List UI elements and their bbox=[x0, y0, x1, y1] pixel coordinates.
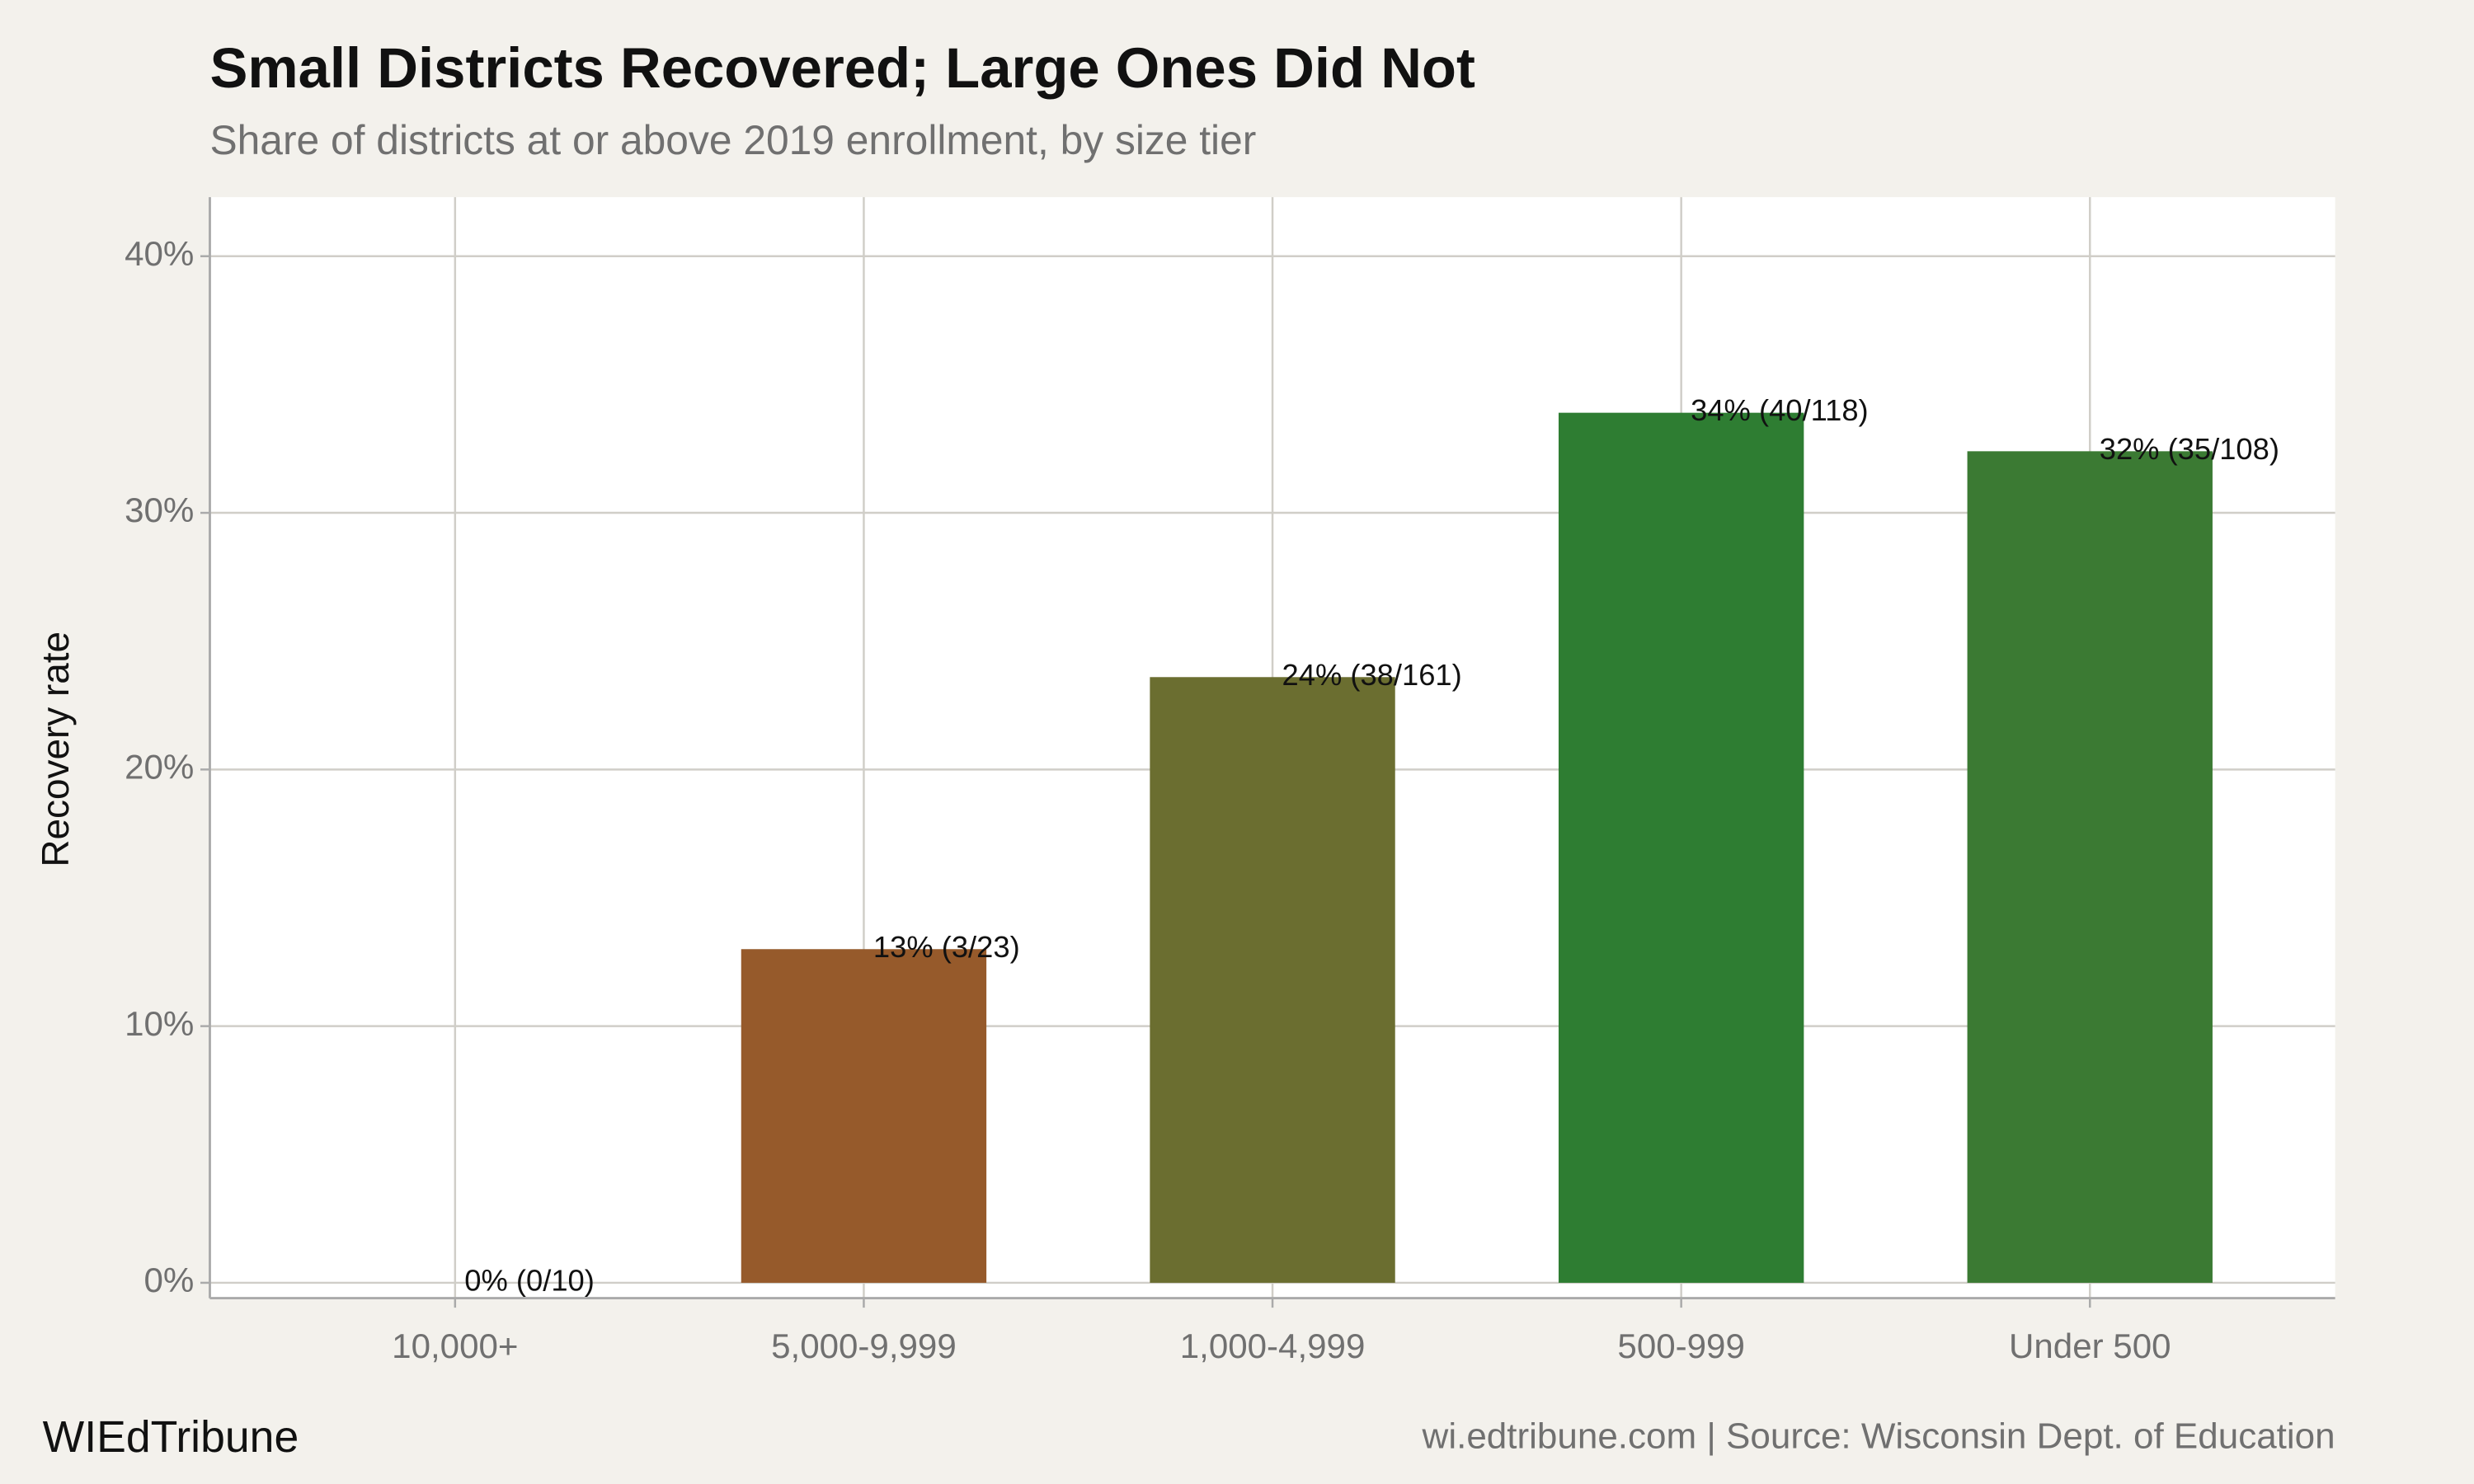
y-tick-label: 40% bbox=[125, 234, 194, 273]
y-tick-label: 20% bbox=[125, 747, 194, 786]
y-axis-label: Recovery rate bbox=[34, 632, 77, 867]
value-label: 13% (3/23) bbox=[873, 930, 1020, 964]
bar bbox=[1967, 451, 2213, 1283]
x-tick-label: 5,000-9,999 bbox=[771, 1327, 957, 1365]
value-label: 32% (35/108) bbox=[2100, 432, 2279, 466]
y-tick-label: 10% bbox=[125, 1004, 194, 1043]
value-label: 0% (0/10) bbox=[464, 1264, 595, 1298]
source-note: wi.edtribune.com | Source: Wisconsin Dep… bbox=[1422, 1416, 2335, 1457]
bar bbox=[1558, 412, 1804, 1283]
x-tick-label: 10,000+ bbox=[392, 1327, 518, 1365]
value-label: 24% (38/161) bbox=[1282, 658, 1462, 692]
chart-subtitle: Share of districts at or above 2019 enro… bbox=[209, 117, 1256, 163]
value-label: 34% (40/118) bbox=[1691, 393, 1869, 427]
chart-title: Small Districts Recovered; Large Ones Di… bbox=[209, 36, 1475, 100]
x-tick-label: 1,000-4,999 bbox=[1180, 1327, 1366, 1365]
x-tick-label: 500-999 bbox=[1617, 1327, 1744, 1365]
bar bbox=[741, 949, 987, 1283]
y-tick-label: 0% bbox=[144, 1261, 195, 1299]
bar bbox=[1150, 677, 1395, 1283]
y-tick-label: 30% bbox=[125, 491, 194, 529]
brand: WIEdTribune bbox=[43, 1413, 299, 1462]
x-tick-label: Under 500 bbox=[2009, 1327, 2171, 1365]
